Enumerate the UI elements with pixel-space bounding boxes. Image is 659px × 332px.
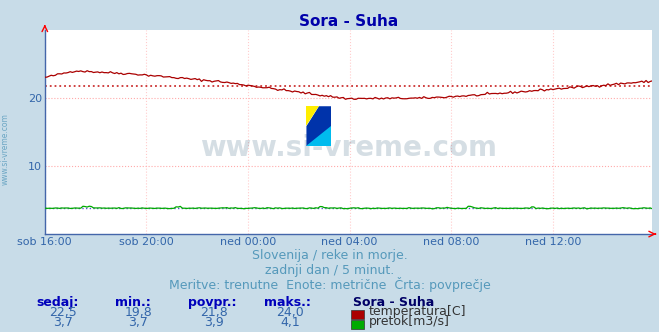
Text: www.si-vreme.com: www.si-vreme.com <box>1 114 10 185</box>
Title: Sora - Suha: Sora - Suha <box>299 14 398 29</box>
Text: Meritve: trenutne  Enote: metrične  Črta: povprečje: Meritve: trenutne Enote: metrične Črta: … <box>169 277 490 292</box>
Text: 21,8: 21,8 <box>200 306 228 319</box>
Text: Slovenija / reke in morje.: Slovenija / reke in morje. <box>252 249 407 262</box>
Text: 19,8: 19,8 <box>125 306 152 319</box>
Text: maks.:: maks.: <box>264 296 310 309</box>
Polygon shape <box>306 106 319 126</box>
Text: 3,7: 3,7 <box>129 316 148 329</box>
Polygon shape <box>306 106 331 146</box>
Text: 22,5: 22,5 <box>49 306 76 319</box>
Text: zadnji dan / 5 minut.: zadnji dan / 5 minut. <box>265 264 394 277</box>
Text: 3,9: 3,9 <box>204 316 224 329</box>
Text: 3,7: 3,7 <box>53 316 72 329</box>
Text: 24,0: 24,0 <box>276 306 304 319</box>
Text: www.si-vreme.com: www.si-vreme.com <box>200 134 497 162</box>
Text: min.:: min.: <box>115 296 151 309</box>
Text: povpr.:: povpr.: <box>188 296 237 309</box>
Text: sedaj:: sedaj: <box>36 296 78 309</box>
Text: temperatura[C]: temperatura[C] <box>369 305 467 318</box>
Text: pretok[m3/s]: pretok[m3/s] <box>369 315 450 328</box>
Text: Sora - Suha: Sora - Suha <box>353 296 434 309</box>
Polygon shape <box>306 126 331 146</box>
Text: 4,1: 4,1 <box>280 316 300 329</box>
